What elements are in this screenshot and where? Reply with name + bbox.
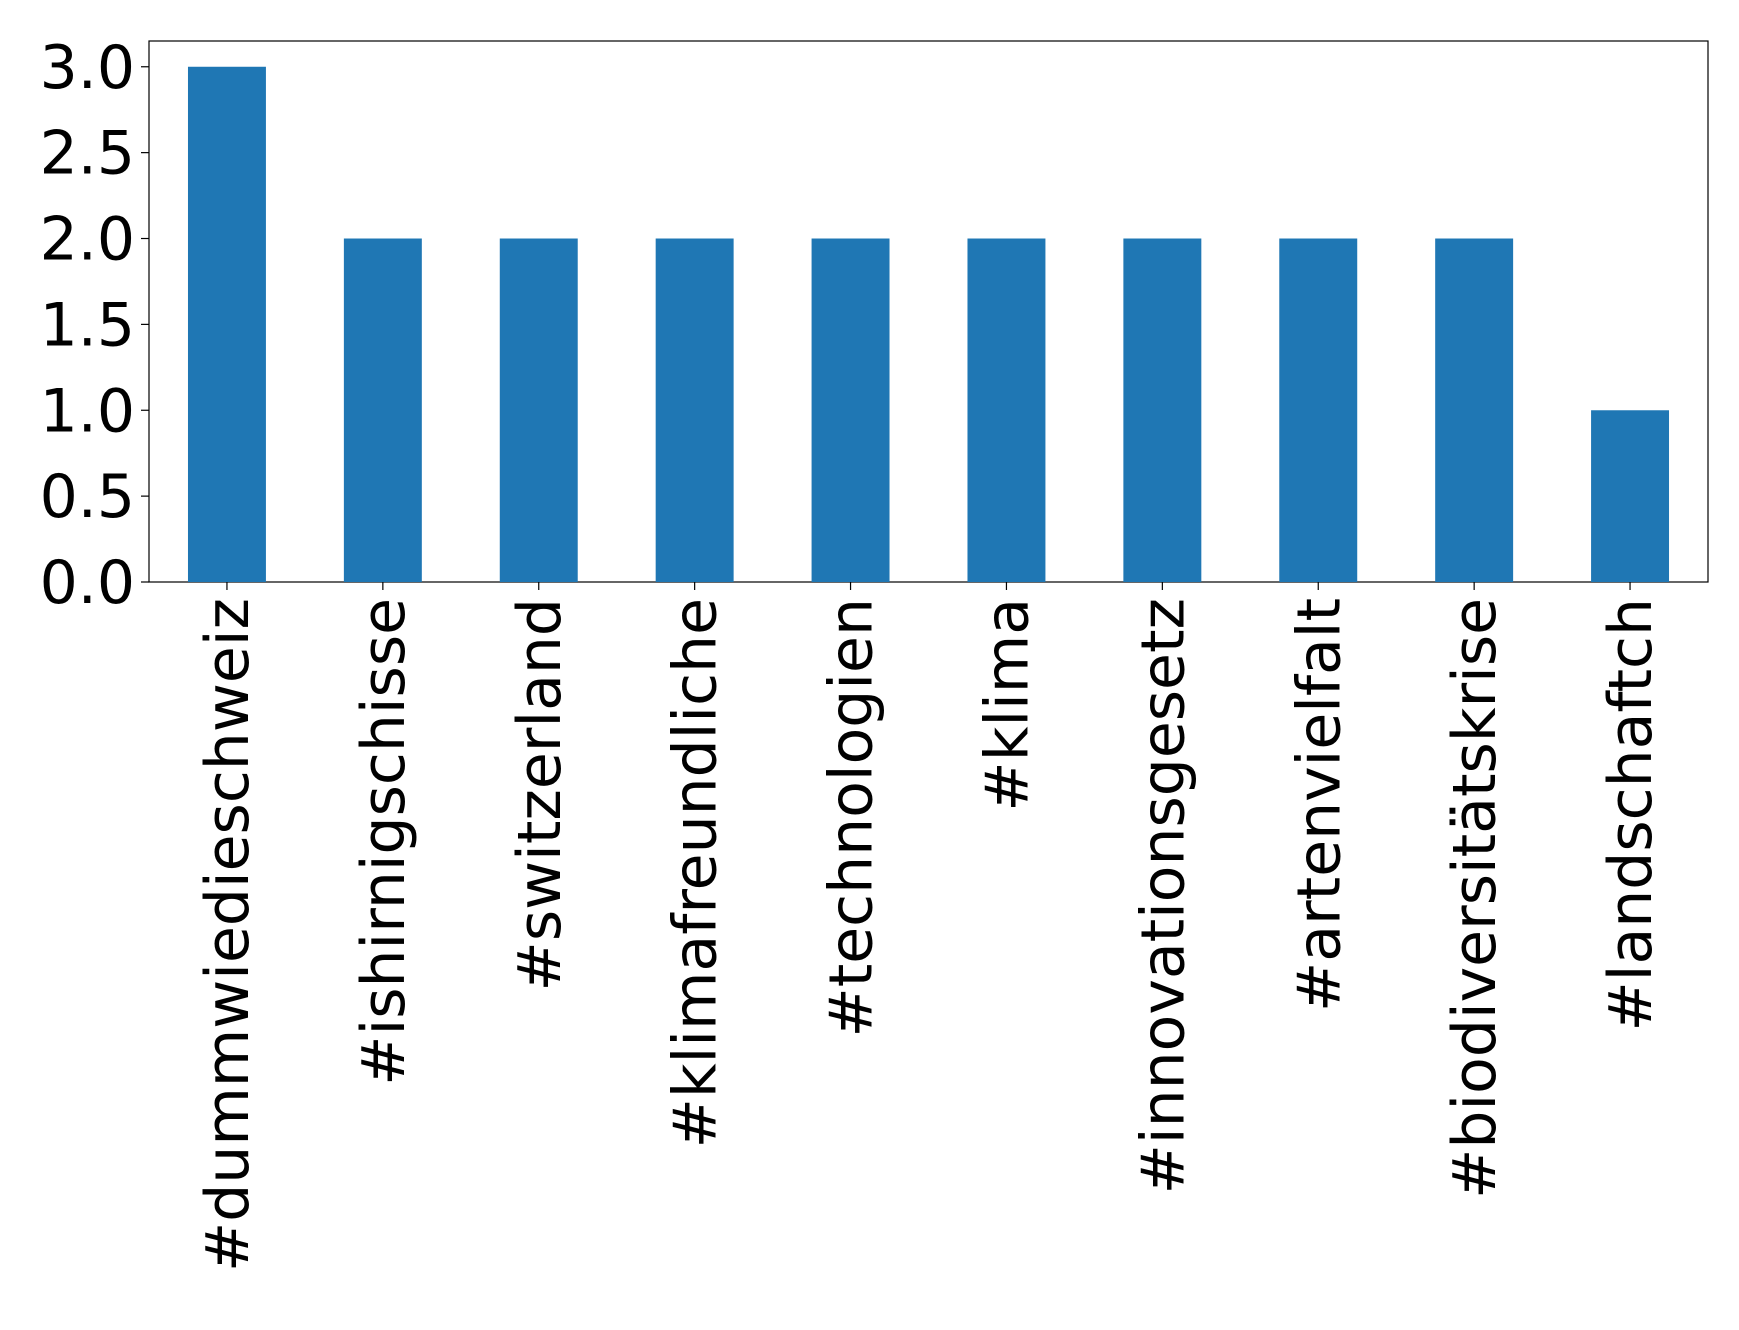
bar (1123, 238, 1202, 582)
bar (655, 238, 734, 582)
plot-frame (148, 40, 1709, 583)
y-tick-label: 1.0 (40, 376, 135, 446)
x-tick-label: #klimafreundliche (661, 598, 731, 1148)
x-tick-label: #artenvielfalt (1284, 598, 1354, 1012)
x-tick-label: #technologien (817, 598, 887, 1038)
x-tick-label: #ishirnigschisse (349, 598, 419, 1086)
bar (811, 238, 890, 582)
bar (1279, 238, 1358, 582)
y-tick-label: 0.5 (40, 462, 135, 532)
bar (343, 238, 422, 582)
y-tick-label: 3.0 (40, 33, 135, 103)
bar (499, 238, 578, 582)
bar (1591, 410, 1670, 582)
bar (187, 66, 266, 582)
x-tick-label: #dummwiedieschweiz (193, 598, 263, 1272)
x-tick-label: #biodiversitätskrise (1440, 598, 1510, 1199)
x-tick-label: #innovationsgesetz (1128, 598, 1198, 1194)
bar (1435, 238, 1514, 582)
y-tick-label: 2.0 (40, 205, 135, 275)
y-tick-label: 2.5 (40, 119, 135, 189)
y-tick-label: 1.5 (40, 290, 135, 360)
x-tick-label: #landschaftch (1596, 598, 1666, 1031)
x-tick-label: #klima (972, 598, 1042, 812)
y-tick-label: 0.0 (40, 548, 135, 618)
bar (967, 238, 1046, 582)
x-tick-label: #switzerland (505, 598, 575, 991)
